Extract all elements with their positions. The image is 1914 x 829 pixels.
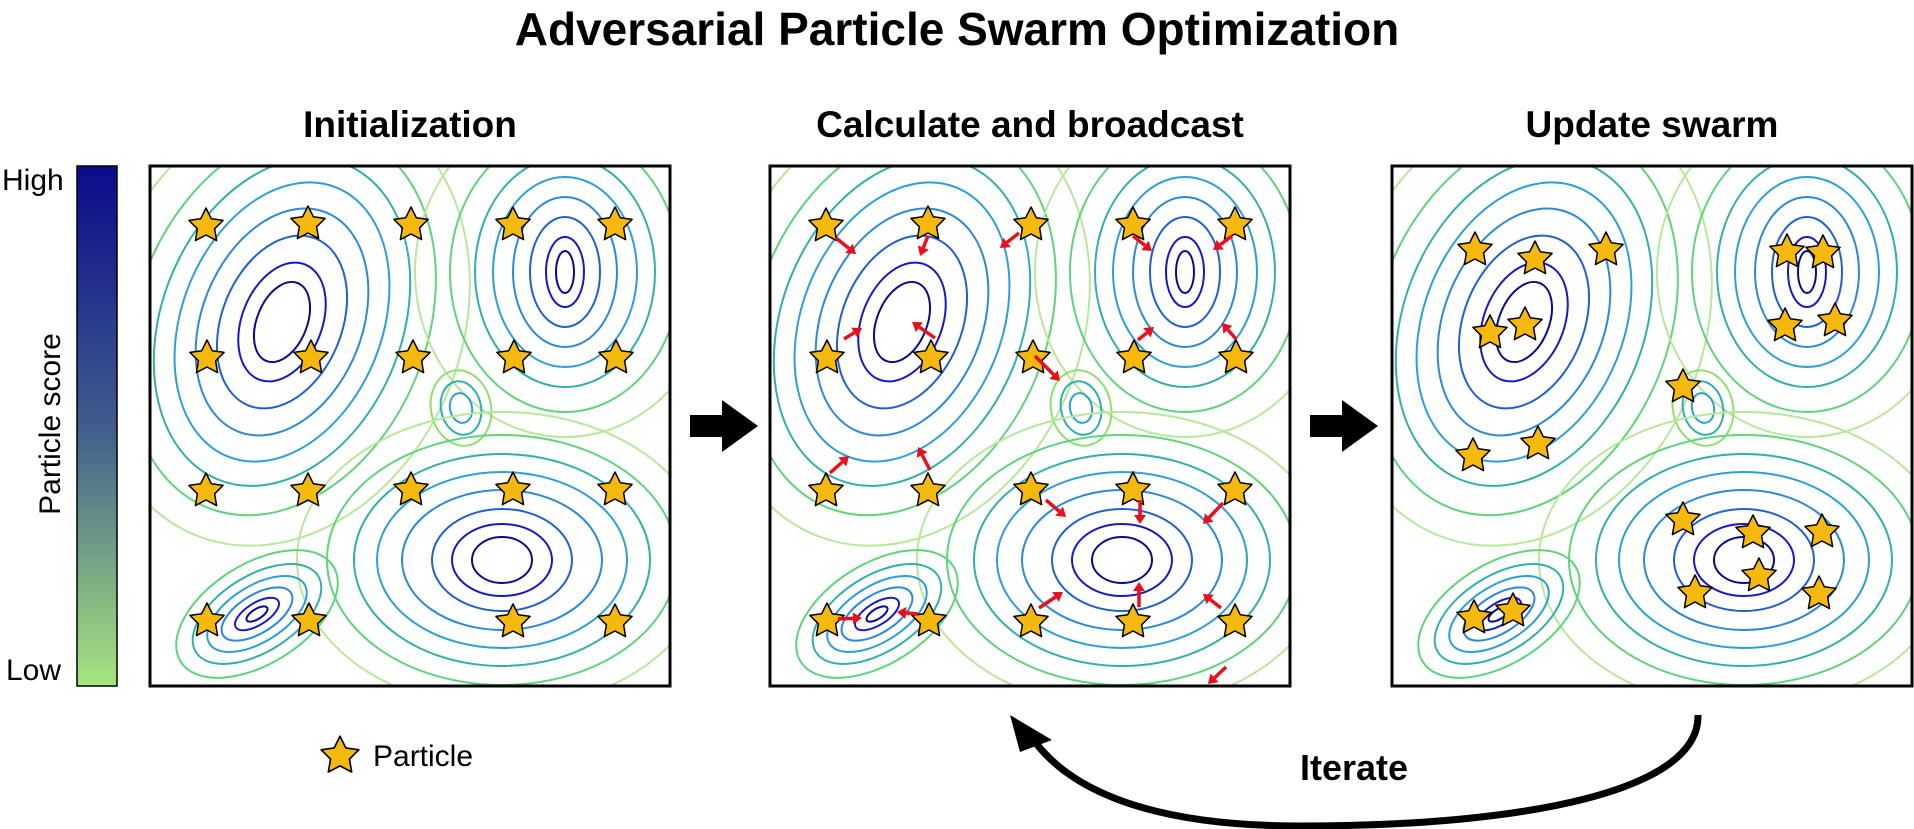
particle [597, 471, 633, 506]
particle [597, 206, 633, 241]
particle [290, 472, 326, 507]
broadcast-arrow-head [1052, 592, 1063, 602]
broadcast-arrow-shaft [1005, 231, 1021, 244]
particle [189, 602, 225, 637]
broadcast-arrow-head [917, 245, 929, 256]
particle [1456, 599, 1492, 634]
broadcast-arrow-head [1134, 515, 1146, 524]
particle [495, 206, 531, 241]
particle [1517, 240, 1553, 275]
particle [1472, 314, 1508, 349]
broadcast-arrow-head [912, 322, 923, 333]
particle [1495, 592, 1531, 627]
broadcast-arrow-head [1133, 582, 1145, 591]
iterate-arrowhead [1010, 715, 1052, 752]
particle [1217, 471, 1253, 506]
particle [495, 471, 531, 506]
particle [1507, 306, 1543, 341]
broadcast-arrow-shaft [1033, 354, 1055, 376]
broadcast-arrow-head [845, 243, 856, 254]
broadcast-arrow-head [1143, 327, 1154, 338]
colorbar-high-label: High [2, 164, 64, 197]
panel-title-calculate: Calculate and broadcast [816, 104, 1244, 145]
particle [1115, 206, 1151, 241]
broadcast-arrow-head [1203, 594, 1214, 605]
broadcast-arrow-head [916, 447, 928, 458]
broadcast-arrow-shaft [1136, 331, 1149, 342]
legend-particle-label: Particle [373, 740, 474, 773]
broadcast-arrow-head [1000, 237, 1011, 248]
panel-title-update: Update swarm [1525, 104, 1779, 145]
broadcast-arrow-shaft [1226, 328, 1238, 341]
broadcast-arrow-head [1222, 323, 1233, 334]
broadcast-arrows [828, 231, 1238, 684]
panel-frame-update [1390, 164, 1914, 688]
iterate-arrow [1027, 714, 1702, 829]
broadcast-arrow-shaft [1131, 234, 1147, 247]
broadcast-arrow-shaft [828, 460, 844, 475]
particle [1217, 603, 1253, 638]
particle [1116, 339, 1152, 374]
particle [393, 471, 429, 506]
broadcast-arrow-shaft [834, 236, 851, 250]
particle [1455, 437, 1491, 472]
particle [393, 206, 429, 241]
colorbar [76, 165, 118, 687]
panel-frame-calculate [768, 164, 1292, 688]
particle [910, 472, 946, 507]
figure-title: Adversarial Particle Swarm Optimization [514, 3, 1400, 55]
broadcast-arrow-shaft [837, 616, 854, 621]
particle [1665, 501, 1701, 536]
broadcast-arrow-head [852, 612, 862, 625]
broadcast-arrow-head [897, 606, 907, 619]
particle [597, 603, 633, 638]
broadcast-arrow-head [1141, 240, 1152, 251]
broadcast-arrow-head [1055, 506, 1066, 517]
panel-frame-initialization [148, 164, 672, 688]
broadcast-arrow-head [851, 327, 862, 338]
particle [496, 339, 532, 374]
particle [1588, 231, 1624, 266]
step-arrow-2 [1310, 400, 1378, 452]
broadcast-arrow-head [1049, 370, 1060, 381]
contour-landscape [150, 166, 1912, 686]
particle [598, 339, 634, 374]
particle [1741, 557, 1777, 592]
particle [1115, 471, 1151, 506]
broadcast-arrow-shaft [920, 454, 932, 471]
broadcast-arrow-shaft [1044, 498, 1061, 513]
broadcast-arrow-head [838, 456, 849, 467]
particle [1218, 339, 1254, 374]
particles-update [1455, 231, 1853, 634]
broadcast-arrow-head [1203, 513, 1214, 524]
broadcast-arrow-shaft [843, 331, 856, 341]
particle [1013, 471, 1049, 506]
particle [1217, 206, 1253, 241]
broadcast-arrow-shaft [1038, 595, 1057, 610]
broadcast-arrow-shaft [1219, 234, 1234, 247]
broadcast-arrow-shaft [921, 235, 930, 249]
broadcast-arrow-shaft [1213, 665, 1228, 680]
broadcast-arrow-shaft [1207, 501, 1225, 519]
colorbar-low-label: Low [6, 654, 62, 687]
iterate-label: Iterate [1300, 747, 1409, 788]
broadcast-arrow-head [1208, 673, 1219, 684]
broadcast-arrow-shaft [905, 611, 919, 616]
step-arrow-1 [690, 400, 758, 452]
panel-title-initialization: Initialization [303, 104, 517, 145]
particle [1767, 307, 1803, 342]
legend-star-icon [320, 735, 360, 773]
particle [1817, 302, 1853, 337]
broadcast-arrow-shaft [1209, 598, 1223, 610]
broadcast-arrow-head [1213, 239, 1224, 250]
broadcast-arrow-shaft [918, 325, 936, 340]
